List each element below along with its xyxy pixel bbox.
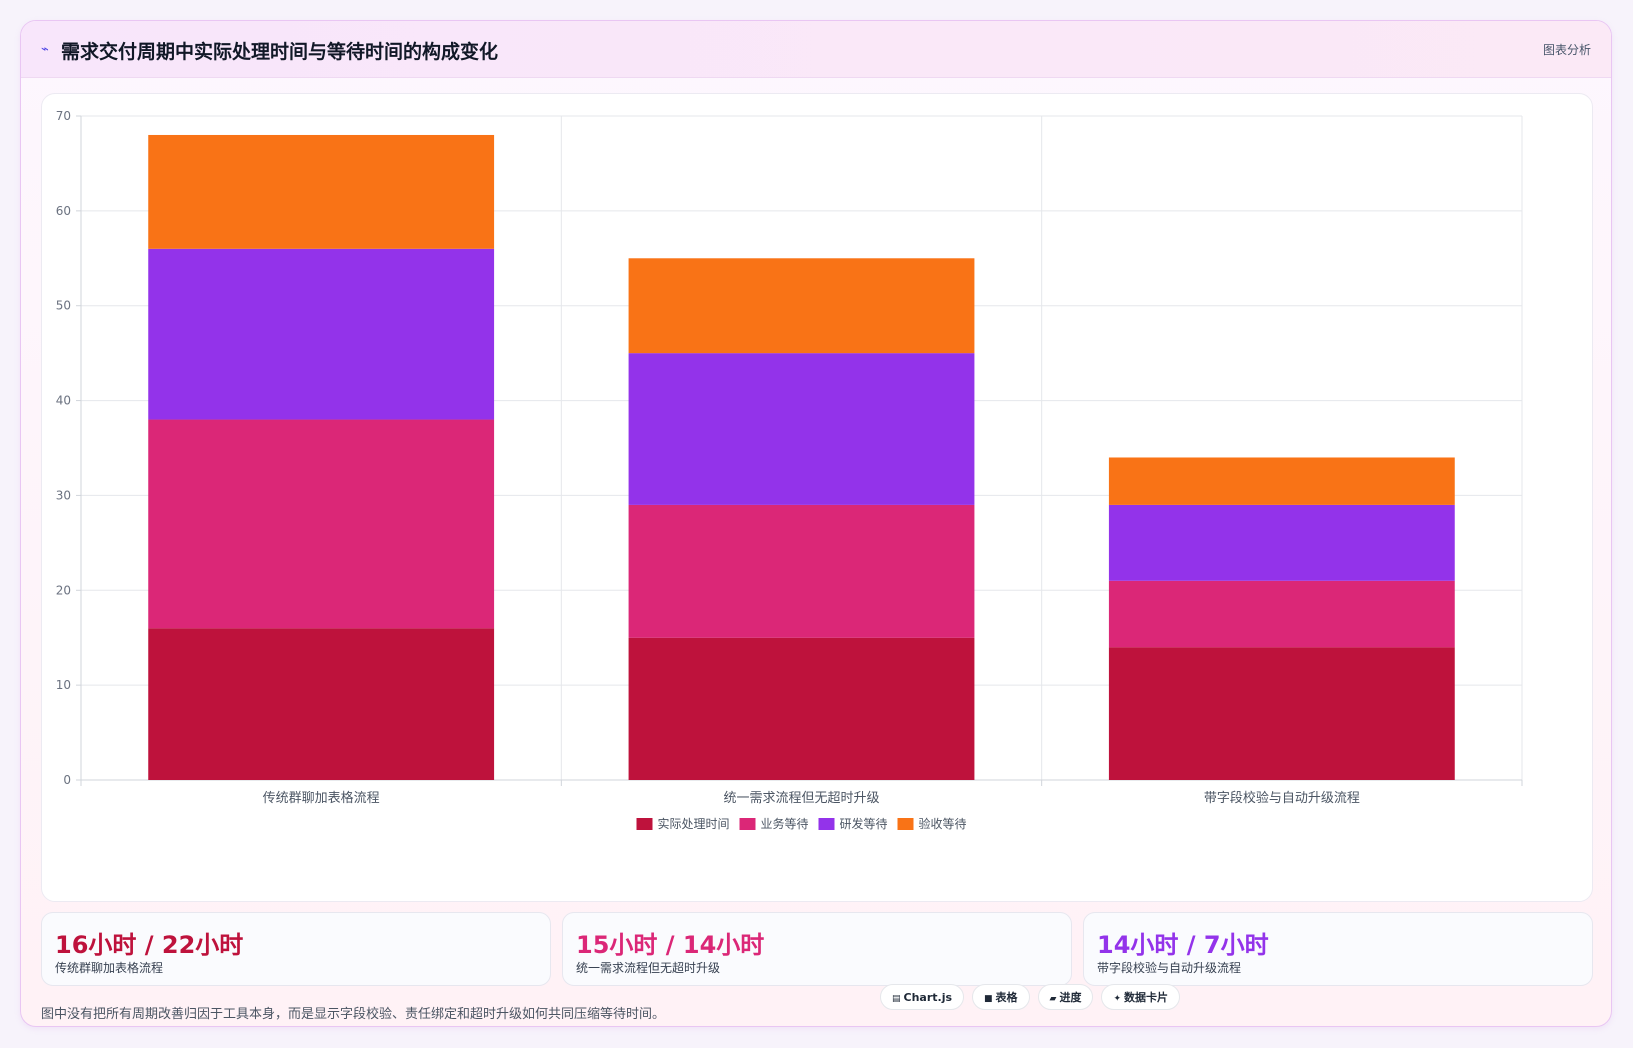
- y-tick-label: 40: [56, 394, 71, 408]
- badge-table[interactable]: ■ 表格: [972, 984, 1030, 1010]
- card-header: ⌁ 需求交付周期中实际处理时间与等待时间的构成变化 图表分析: [21, 21, 1611, 78]
- badge-row: ▤ Chart.js ■ 表格 ▰ 进度 ✦ 数据卡片: [880, 984, 1188, 1010]
- legend-swatch: [897, 818, 914, 830]
- table-icon: ■: [984, 994, 993, 1004]
- x-tick-label: 传统群聊加表格流程: [263, 790, 380, 806]
- bar-segment: [148, 248, 495, 420]
- zigzag-icon: ⌁: [41, 42, 49, 57]
- y-tick-label: 60: [56, 204, 71, 218]
- y-tick-label: 50: [56, 299, 71, 313]
- y-tick-label: 0: [63, 773, 71, 787]
- sparkle-icon: ✦: [1113, 994, 1122, 1004]
- stat-card-2: 15小时 / 14小时 统一需求流程但无超时升级: [562, 912, 1072, 986]
- chart-title: 需求交付周期中实际处理时间与等待时间的构成变化: [61, 41, 499, 63]
- y-tick-label: 10: [56, 678, 71, 692]
- bar-segment: [148, 134, 495, 249]
- stat-value: 15小时 / 14小时: [576, 931, 765, 959]
- badge-chartjs[interactable]: ▤ Chart.js: [880, 984, 965, 1010]
- stat-card-3: 14小时 / 7小时 带字段校验与自动升级流程: [1083, 912, 1593, 986]
- bar-segment: [628, 353, 975, 505]
- bar-segment: [628, 258, 975, 354]
- chart-card: ⌁ 需求交付周期中实际处理时间与等待时间的构成变化 图表分析 0 10 20 30 40…: [20, 20, 1612, 1027]
- stat-label: 统一需求流程但无超时升级: [576, 961, 721, 975]
- bar-segment: [148, 628, 495, 780]
- badge-progress[interactable]: ▰ 进度: [1037, 984, 1094, 1010]
- stacked-bar-chart: 0 10 20 30 40 50 60 70 传统群聊加表格流程 统一需求流程但无超时升级 带字段校…: [56, 109, 1523, 831]
- legend-label: 研发等待: [840, 816, 888, 831]
- badge-label: Chart.js: [903, 991, 953, 1004]
- stat-label: 传统群聊加表格流程: [55, 961, 164, 975]
- bar-segment: [1108, 504, 1455, 581]
- badge-data-card[interactable]: ✦ 数据卡片: [1101, 984, 1181, 1010]
- footnote: 图中没有把所有周期改善归因于工具本身，而是显示字段校验、责任绑定和超时升级如何共…: [41, 1007, 666, 1022]
- legend-swatch: [818, 818, 835, 830]
- bar-segment: [628, 637, 975, 780]
- x-tick-label: 统一需求流程但无超时升级: [723, 791, 879, 806]
- stat-card-1: 16小时 / 22小时 传统群聊加表格流程: [41, 912, 551, 986]
- chart-analysis-tag: 图表分析: [1542, 43, 1591, 57]
- bar-segment: [1108, 580, 1455, 648]
- stat-cards: 16小时 / 22小时 传统群聊加表格流程 15小时 / 14小时 统一需求流程…: [41, 912, 1593, 986]
- legend-swatch: [636, 818, 653, 830]
- y-tick-label: 30: [56, 488, 71, 502]
- bar-segment: [148, 419, 495, 629]
- badge-label: 进度: [1059, 991, 1082, 1004]
- legend-swatch: [739, 818, 756, 830]
- legend-label: 实际处理时间: [658, 816, 730, 831]
- badge-label: 表格: [995, 991, 1018, 1004]
- bar-segment: [628, 504, 975, 638]
- stat-value: 16小时 / 22小时: [55, 931, 244, 959]
- progress-icon: ▰: [1049, 994, 1057, 1004]
- chart-panel: 0 10 20 30 40 50 60 70 传统群聊加表格流程 统一需求流程但无超时升级 带字段校…: [41, 93, 1593, 902]
- bar-segment: [1108, 457, 1455, 505]
- x-tick-label: 带字段校验与自动升级流程: [1204, 790, 1360, 806]
- bar-segment: [1108, 647, 1455, 780]
- y-tick-label: 20: [56, 583, 71, 597]
- stat-label: 带字段校验与自动升级流程: [1097, 961, 1242, 975]
- chart-icon: ▤: [892, 994, 901, 1004]
- legend-label: 业务等待: [761, 816, 809, 831]
- stat-value: 14小时 / 7小时: [1097, 931, 1269, 959]
- y-tick-label: 70: [56, 109, 71, 123]
- legend-label: 验收等待: [919, 816, 967, 831]
- badge-label: 数据卡片: [1124, 991, 1169, 1004]
